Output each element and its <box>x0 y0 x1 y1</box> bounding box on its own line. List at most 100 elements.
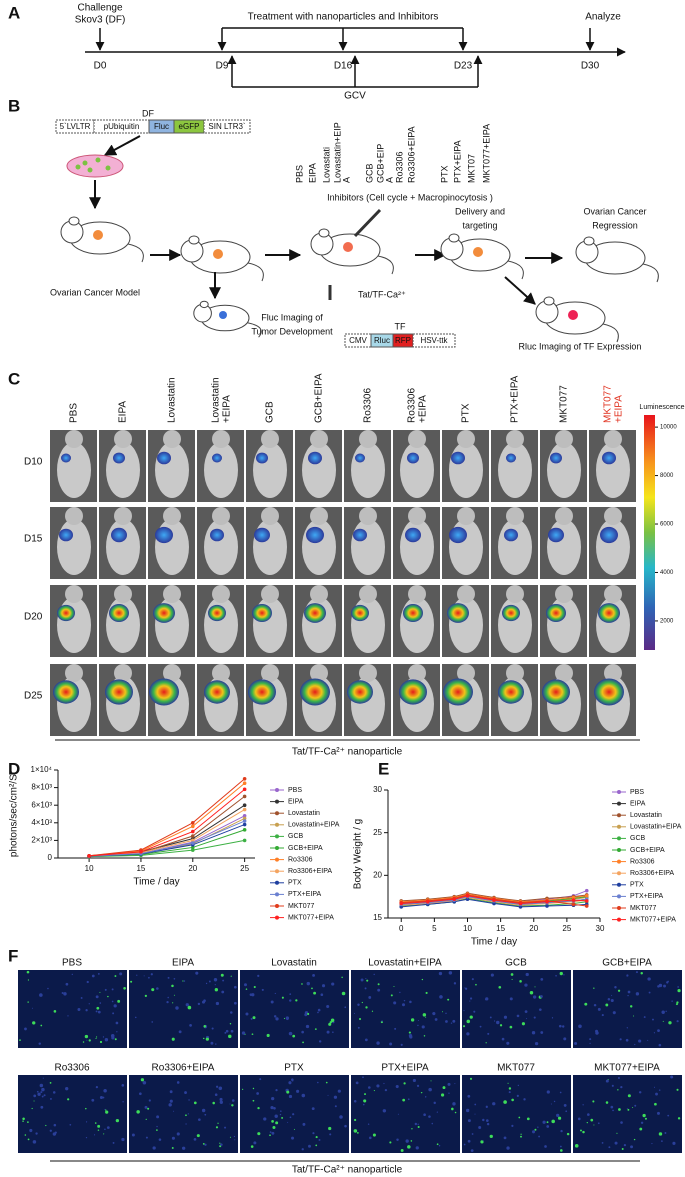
mouse-image <box>57 519 91 575</box>
signal <box>155 526 173 544</box>
micrograph <box>589 1042 591 1044</box>
micrograph <box>169 1099 173 1103</box>
micrograph <box>508 1091 511 1094</box>
mouse-image <box>547 442 581 498</box>
inhibitor-label: PTX <box>439 165 449 183</box>
micrograph <box>40 1024 43 1027</box>
micrograph <box>467 1119 471 1123</box>
micrograph <box>434 1018 438 1021</box>
micrograph <box>362 1103 365 1106</box>
micrograph <box>411 1128 413 1130</box>
micrograph <box>244 983 247 987</box>
micrograph <box>97 1010 101 1014</box>
micrograph <box>584 1002 588 1006</box>
micrograph <box>178 1030 182 1034</box>
micrograph <box>104 1038 109 1042</box>
micrograph <box>329 1133 332 1136</box>
fluc-label: Tumor Development <box>251 326 333 336</box>
micrograph <box>381 1020 383 1022</box>
image-label: MKT077 <box>497 1063 535 1074</box>
micrograph <box>31 1007 33 1009</box>
micrograph <box>122 1101 124 1103</box>
micrograph <box>287 1121 289 1123</box>
legend-swatch <box>617 848 621 852</box>
micrograph <box>653 1086 656 1088</box>
micrograph <box>358 1017 362 1021</box>
micrograph <box>524 1010 528 1014</box>
mouse-image <box>351 442 385 498</box>
micrograph <box>410 1018 415 1022</box>
micrograph <box>466 1019 471 1024</box>
micrograph <box>27 1138 30 1141</box>
signal <box>447 603 469 623</box>
micrograph <box>67 1015 69 1017</box>
micrograph <box>635 971 638 974</box>
construct-part-label: eGFP <box>179 122 200 131</box>
micrograph <box>511 1098 514 1102</box>
micrograph <box>479 1025 482 1028</box>
mouse-image <box>212 585 230 603</box>
mouse-image <box>359 664 377 682</box>
mouse <box>507 260 524 280</box>
mouse-image <box>400 442 434 498</box>
micrograph <box>266 1033 270 1038</box>
legend-swatch <box>275 822 279 827</box>
micrograph <box>171 984 174 988</box>
micrograph <box>225 1029 229 1033</box>
micrograph <box>617 989 621 992</box>
legend-swatch <box>617 917 621 922</box>
micrograph <box>288 1094 293 1099</box>
mouse <box>247 262 264 282</box>
micrograph <box>26 970 30 974</box>
micrograph <box>33 1100 35 1102</box>
micrograph <box>326 1030 330 1034</box>
micrograph <box>555 974 557 977</box>
micrograph <box>618 1108 621 1111</box>
inhibitor-label: EIPA <box>307 163 317 183</box>
micrograph <box>296 1089 300 1093</box>
micrograph <box>84 1034 89 1039</box>
micrograph <box>573 1075 682 1153</box>
mouse-image <box>310 507 328 525</box>
mouse-image <box>457 507 475 525</box>
legend-swatch <box>617 894 621 899</box>
day-label: D25 <box>24 691 43 702</box>
micrograph <box>95 1036 98 1038</box>
legend-label: EIPA <box>630 800 646 807</box>
mouse-image <box>555 430 573 448</box>
micrograph <box>605 1101 609 1104</box>
micrograph <box>454 1083 456 1085</box>
micrograph <box>329 1021 333 1024</box>
micrograph <box>181 1146 186 1150</box>
signal <box>451 451 465 465</box>
micrograph <box>292 1034 296 1038</box>
micrograph <box>432 1012 436 1016</box>
micrograph <box>544 1145 547 1148</box>
mouse-image <box>65 507 83 525</box>
mouse-image <box>604 430 622 448</box>
legend-swatch <box>275 788 279 792</box>
micrograph <box>214 1093 218 1096</box>
inhibitor-label: Ro3306+EIPA <box>406 126 416 183</box>
micrograph <box>579 1129 582 1132</box>
micrograph <box>355 1081 359 1085</box>
micrograph <box>281 996 284 999</box>
micrograph <box>143 975 145 977</box>
micrograph <box>490 973 494 977</box>
micrograph <box>357 1003 360 1007</box>
colorbar <box>644 415 655 650</box>
micrograph <box>574 1144 579 1148</box>
syringe <box>353 208 382 238</box>
regression-label: Ovarian Cancer <box>583 206 646 216</box>
micrograph <box>364 1093 366 1096</box>
micrograph <box>428 1087 432 1092</box>
micrograph <box>193 1137 197 1141</box>
micrograph <box>651 1142 653 1145</box>
mouse-image <box>253 442 287 498</box>
micrograph <box>167 976 170 979</box>
micrograph <box>417 1019 419 1022</box>
micrograph <box>400 1148 404 1152</box>
micrograph <box>240 1075 349 1153</box>
x-axis-label: Time / day <box>471 937 517 948</box>
micrograph <box>390 994 393 997</box>
